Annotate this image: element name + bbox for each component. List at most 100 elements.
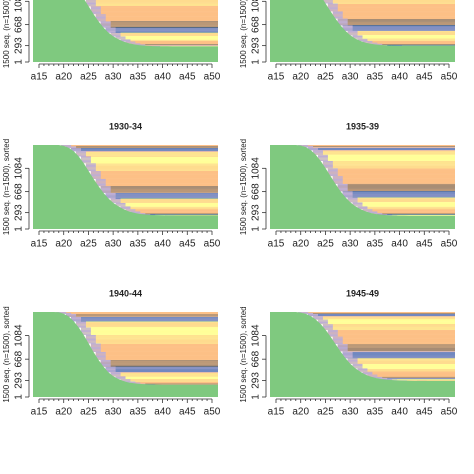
transition-stripe xyxy=(322,166,333,168)
transition-stripe xyxy=(95,359,106,360)
sequence-stripe xyxy=(81,328,218,330)
transition-stripe xyxy=(382,378,393,380)
transition-stripe xyxy=(71,317,82,319)
sequence-stripe xyxy=(332,11,455,12)
sequence-stripe xyxy=(332,339,455,341)
transition-stripe xyxy=(71,318,82,320)
sequence-stripe xyxy=(347,198,455,200)
sequence-stripe xyxy=(76,325,218,326)
sequence-stripe xyxy=(95,179,218,181)
y-tick-label: 1084 xyxy=(251,157,262,180)
transition-stripe xyxy=(100,364,111,366)
sequence-stripe xyxy=(322,165,455,167)
sequence-stripe xyxy=(308,148,455,150)
sequence-stripe xyxy=(362,209,455,211)
sequence-stripe xyxy=(327,174,455,176)
sequence-stripe xyxy=(115,376,218,378)
sequence-stripe xyxy=(125,381,218,383)
sequence-stripe xyxy=(332,183,455,184)
sequence-stripe xyxy=(322,325,455,327)
sequence-stripe xyxy=(125,208,218,210)
sequence-stripe xyxy=(327,170,455,172)
transition-stripe xyxy=(110,32,121,34)
sequence-stripe xyxy=(120,208,218,210)
sequence-stripe xyxy=(377,213,455,215)
transition-stripe xyxy=(342,191,353,193)
transition-stripe xyxy=(90,351,101,352)
transition-stripe xyxy=(327,3,338,5)
transition-stripe xyxy=(95,14,106,16)
transition-stripe xyxy=(85,335,96,337)
sequence-stripe xyxy=(303,312,455,314)
transition-stripe xyxy=(327,7,338,9)
sequence-stripe xyxy=(327,332,455,334)
x-tick-label: a35 xyxy=(130,72,147,83)
sequence-stripe xyxy=(372,212,455,214)
transition-stripe xyxy=(367,374,378,376)
transition-stripe xyxy=(322,326,333,328)
sequence-stripe xyxy=(85,0,218,2)
sequence-stripe xyxy=(327,170,455,172)
sequence-stripe xyxy=(318,323,455,325)
sequence-stripe xyxy=(313,318,455,320)
transition-stripe xyxy=(347,361,358,363)
transition-stripe xyxy=(100,22,111,24)
transition-stripe xyxy=(327,329,338,331)
transition-stripe xyxy=(332,176,343,178)
sequence-stripe xyxy=(342,28,455,30)
sequence-stripe xyxy=(100,365,218,367)
sequence-stripe xyxy=(377,378,455,380)
sequence-stripe xyxy=(308,315,455,317)
transition-stripe xyxy=(337,345,348,347)
transition-stripe xyxy=(115,36,126,38)
transition-stripe xyxy=(357,40,368,42)
transition-stripe xyxy=(332,12,343,14)
panel xyxy=(33,0,218,62)
transition-stripe xyxy=(367,375,378,377)
transition-stripe xyxy=(352,203,363,205)
sequence-stripe xyxy=(327,332,455,334)
transition-stripe xyxy=(332,14,343,16)
sequence-stripe xyxy=(367,375,455,377)
transition-stripe xyxy=(377,378,388,380)
sequence-stripe xyxy=(95,19,218,21)
y-tick-label: 1 xyxy=(251,394,262,400)
transition-stripe xyxy=(327,170,338,172)
sequence-stripe xyxy=(332,14,455,16)
transition-stripe xyxy=(397,380,407,381)
sequence-stripe xyxy=(95,183,218,184)
sequence-stripe xyxy=(105,193,218,195)
transition-stripe xyxy=(332,338,343,339)
sequence-stripe xyxy=(110,198,218,200)
transition-stripe xyxy=(327,7,338,8)
sequence-stripe xyxy=(100,188,218,189)
y-tick-label: 1 xyxy=(251,59,262,65)
sequence-stripe xyxy=(337,21,455,22)
sequence-stripe xyxy=(90,8,218,10)
transition-stripe xyxy=(81,157,91,159)
sequence-stripe xyxy=(327,172,455,174)
sequence-stripe xyxy=(332,340,455,342)
sequence-stripe xyxy=(313,150,455,151)
sequence-stripe xyxy=(85,3,218,5)
sequence-stripe xyxy=(90,10,218,12)
sequence-stripe xyxy=(76,321,218,323)
transition-stripe xyxy=(362,373,373,375)
sequence-stripe xyxy=(95,355,218,356)
transition-stripe xyxy=(357,368,368,369)
transition-stripe xyxy=(342,190,353,192)
transition-stripe xyxy=(85,3,96,5)
transition-stripe xyxy=(332,338,343,340)
transition-stripe xyxy=(95,16,106,18)
transition-stripe xyxy=(110,200,121,202)
transition-stripe xyxy=(337,185,348,187)
sequence-stripe xyxy=(85,4,218,6)
transition-stripe xyxy=(392,45,403,47)
sequence-stripe xyxy=(322,1,455,3)
transition-stripe xyxy=(95,180,106,182)
sequence-stripe xyxy=(322,162,455,164)
transition-stripe xyxy=(130,43,141,45)
sequence-stripe xyxy=(313,316,455,318)
y-tick-label: 1 xyxy=(14,226,25,232)
sequence-stripe xyxy=(95,352,218,354)
